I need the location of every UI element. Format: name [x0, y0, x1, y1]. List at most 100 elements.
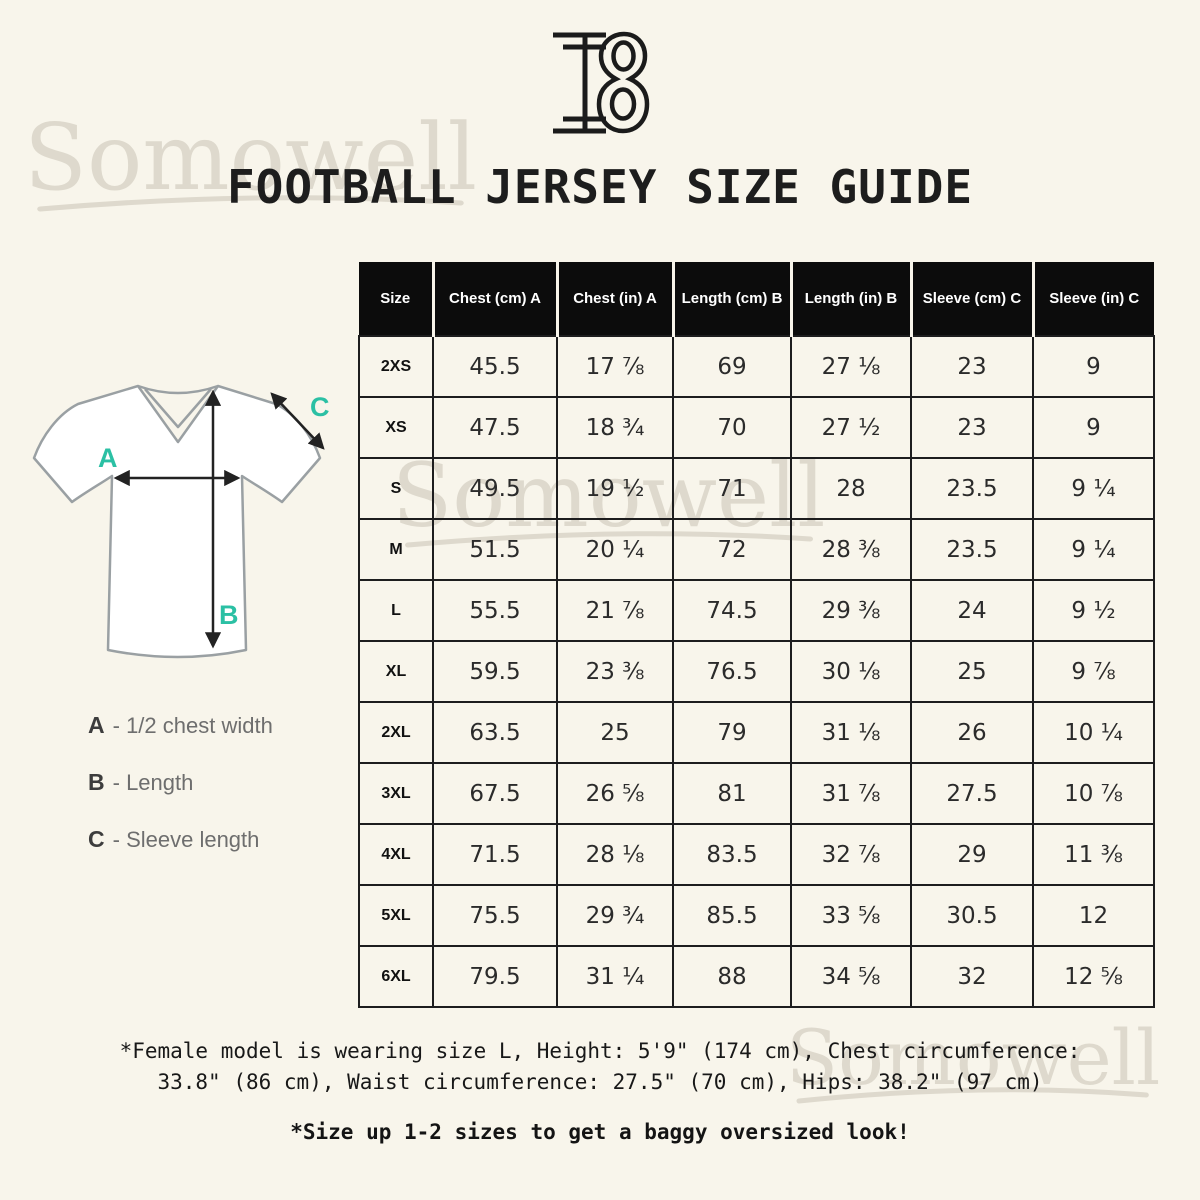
model-note: *Female model is wearing size L, Height:… — [0, 1036, 1200, 1098]
value-cell: 81 — [672, 762, 792, 825]
value-cell: 29 ¾ — [556, 884, 674, 947]
size-cell: XL — [358, 640, 434, 703]
value-cell: 30 ⅛ — [790, 640, 912, 703]
brand-logo — [550, 26, 650, 138]
value-cell: 9 — [1032, 335, 1155, 398]
value-cell: 49.5 — [432, 457, 558, 520]
table-row: XS 47.5 18 ¾ 70 27 ½ 23 9 — [358, 396, 1155, 459]
value-cell: 25 — [556, 701, 674, 764]
legend-text: - Sleeve length — [112, 827, 260, 852]
value-cell: 69 — [672, 335, 792, 398]
value-cell: 9 ¼ — [1032, 518, 1155, 581]
page-title: FOOTBALL JERSEY SIZE GUIDE — [226, 160, 974, 214]
value-cell: 12 — [1032, 884, 1155, 947]
value-cell: 26 ⅝ — [556, 762, 674, 825]
size-cell: 6XL — [358, 945, 434, 1008]
value-cell: 23 — [910, 396, 1034, 459]
value-cell: 74.5 — [672, 579, 792, 642]
measure-label-a: A — [98, 443, 118, 473]
value-cell: 34 ⅝ — [790, 945, 912, 1008]
table-row: 5XL 75.5 29 ¾ 85.5 33 ⅝ 30.5 12 — [358, 884, 1155, 947]
value-cell: 29 — [910, 823, 1034, 886]
size-cell: 4XL — [358, 823, 434, 886]
value-cell: 23 — [910, 335, 1034, 398]
value-cell: 25 — [910, 640, 1034, 703]
value-cell: 59.5 — [432, 640, 558, 703]
legend-item-c: C - Sleeve length — [88, 826, 273, 852]
value-cell: 85.5 — [672, 884, 792, 947]
value-cell: 45.5 — [432, 335, 558, 398]
value-cell: 72 — [672, 518, 792, 581]
measure-arrow-c — [270, 392, 325, 450]
value-cell: 28 — [790, 457, 912, 520]
value-cell: 28 ⅛ — [556, 823, 674, 886]
value-cell: 79.5 — [432, 945, 558, 1008]
tshirt-diagram: A B C — [32, 384, 330, 659]
value-cell: 24 — [910, 579, 1034, 642]
measurement-legend: A - 1/2 chest width B - Length C - Sleeve l… — [88, 712, 273, 883]
value-cell: 27 ⅛ — [790, 335, 912, 398]
value-cell: 27.5 — [910, 762, 1034, 825]
column-header-chest-in: Chest (in) A — [555, 262, 675, 336]
value-cell: 51.5 — [432, 518, 558, 581]
value-cell: 26 — [910, 701, 1034, 764]
value-cell: 28 ⅜ — [790, 518, 912, 581]
legend-letter: A — [88, 712, 105, 738]
value-cell: 31 ⅞ — [790, 762, 912, 825]
value-cell: 18 ¾ — [556, 396, 674, 459]
value-cell: 10 ⅞ — [1032, 762, 1155, 825]
value-cell: 12 ⅝ — [1032, 945, 1155, 1008]
value-cell: 71.5 — [432, 823, 558, 886]
value-cell: 88 — [672, 945, 792, 1008]
value-cell: 10 ¼ — [1032, 701, 1155, 764]
table-row: S 49.5 19 ½ 71 28 23.5 9 ¼ — [358, 457, 1155, 520]
value-cell: 76.5 — [672, 640, 792, 703]
value-cell: 9 ⅞ — [1032, 640, 1155, 703]
value-cell: 67.5 — [432, 762, 558, 825]
value-cell: 23.5 — [910, 518, 1034, 581]
value-cell: 23 ⅜ — [556, 640, 674, 703]
logo-monogram-icon — [553, 31, 650, 134]
size-cell: 2XS — [358, 335, 434, 398]
tshirt-outline — [32, 384, 322, 659]
value-cell: 75.5 — [432, 884, 558, 947]
value-cell: 31 ⅛ — [790, 701, 912, 764]
table-row: 2XS 45.5 17 ⅞ 69 27 ⅛ 23 9 — [358, 335, 1155, 398]
size-cell: 2XL — [358, 701, 434, 764]
value-cell: 9 ¼ — [1032, 457, 1155, 520]
value-cell: 55.5 — [432, 579, 558, 642]
value-cell: 33 ⅝ — [790, 884, 912, 947]
value-cell: 29 ⅜ — [790, 579, 912, 642]
size-cell: M — [358, 518, 434, 581]
column-header-sleeve-in: Sleeve (in) C — [1031, 262, 1154, 336]
size-table: Size Chest (cm) A Chest (in) A Length (c… — [358, 262, 1155, 1008]
legend-item-b: B - Length — [88, 769, 273, 795]
measure-label-b: B — [219, 600, 239, 630]
size-cell: 5XL — [358, 884, 434, 947]
size-cell: L — [358, 579, 434, 642]
size-cell: 3XL — [358, 762, 434, 825]
column-header-chest-cm: Chest (cm) A — [431, 262, 559, 336]
value-cell: 32 — [910, 945, 1034, 1008]
value-cell: 30.5 — [910, 884, 1034, 947]
model-note-line1: *Female model is wearing size L, Height:… — [119, 1039, 1081, 1063]
value-cell: 21 ⅞ — [556, 579, 674, 642]
size-table-body: 2XS 45.5 17 ⅞ 69 27 ⅛ 23 9 XS 47.5 18 ¾ 70 27 ½ 23 9 S… — [358, 335, 1155, 1008]
legend-text: - 1/2 chest width — [112, 713, 273, 738]
value-cell: 32 ⅞ — [790, 823, 912, 886]
table-row: 4XL 71.5 28 ⅛ 83.5 32 ⅞ 29 11 ⅜ — [358, 823, 1155, 886]
column-header-size: Size — [359, 262, 435, 336]
value-cell: 79 — [672, 701, 792, 764]
table-row: 3XL 67.5 26 ⅝ 81 31 ⅞ 27.5 10 ⅞ — [358, 762, 1155, 825]
value-cell: 27 ½ — [790, 396, 912, 459]
table-row: XL 59.5 23 ⅜ 76.5 30 ⅛ 25 9 ⅞ — [358, 640, 1155, 703]
value-cell: 63.5 — [432, 701, 558, 764]
column-header-sleeve-cm: Sleeve (cm) C — [909, 262, 1035, 336]
value-cell: 83.5 — [672, 823, 792, 886]
value-cell: 17 ⅞ — [556, 335, 674, 398]
value-cell: 70 — [672, 396, 792, 459]
legend-text: - Length — [112, 770, 194, 795]
table-row: 6XL 79.5 31 ¼ 88 34 ⅝ 32 12 ⅝ — [358, 945, 1155, 1008]
column-header-length-cm: Length (cm) B — [671, 262, 793, 336]
